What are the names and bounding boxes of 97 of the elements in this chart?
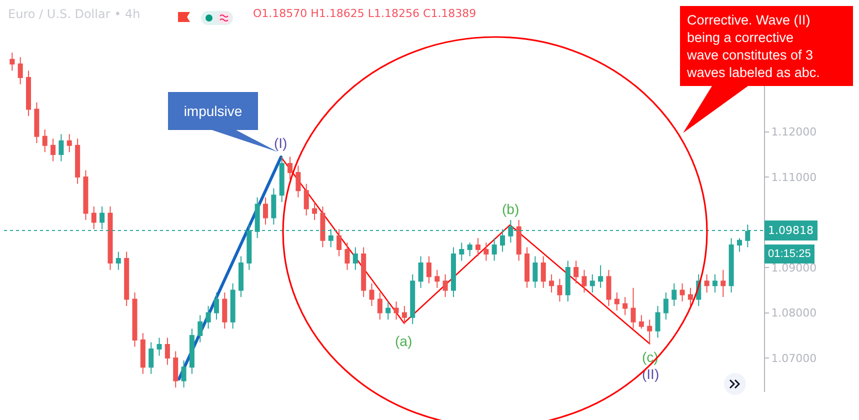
annotation: (II) — [642, 366, 660, 382]
candlestick — [680, 282, 685, 302]
candlestick — [565, 260, 570, 302]
candlestick — [352, 246, 358, 270]
candlestick — [124, 251, 130, 307]
candlestick — [630, 287, 636, 330]
candlestick — [450, 246, 456, 298]
candlestick — [66, 134, 72, 153]
annotation: Corrective. Wave (II) being a corrective wave constitutes of 3 waves labeled as abc. — [686, 12, 820, 80]
candlestick — [484, 242, 489, 262]
candlestick — [540, 256, 546, 288]
candlestick — [426, 256, 432, 284]
candlestick — [140, 332, 146, 374]
annotation: (b) — [502, 201, 520, 217]
candlestick — [492, 238, 497, 262]
candlestick — [222, 292, 228, 330]
y-tick-label: 1.11000 — [771, 170, 817, 184]
candlestick — [638, 314, 644, 330]
candlestick — [304, 183, 309, 216]
candlestick — [214, 292, 219, 320]
candlestick — [736, 238, 742, 252]
candlestick — [598, 264, 604, 288]
candlestick — [288, 156, 293, 180]
candlestick — [296, 165, 301, 198]
annotation: (I) — [274, 135, 288, 151]
candlestick — [91, 206, 96, 230]
candlestick — [418, 256, 424, 288]
candlestick — [442, 274, 448, 298]
candlestick — [377, 292, 382, 320]
annotation: impulsive — [184, 102, 242, 119]
candlestick — [475, 238, 480, 257]
candlestick — [58, 134, 64, 162]
candlestick — [42, 129, 48, 153]
y-tick-label: 1.09000 — [771, 261, 817, 274]
candlestick — [148, 342, 154, 374]
candlestick — [156, 337, 162, 356]
candlestick — [386, 301, 391, 320]
y-tick-label: 1.08000 — [771, 306, 817, 320]
candlestick — [34, 102, 40, 144]
candlestick — [83, 170, 88, 221]
candlestick — [50, 138, 56, 162]
candlestick — [606, 269, 612, 307]
candlestick — [728, 238, 734, 293]
candlestick — [361, 246, 366, 298]
candlestick — [402, 306, 407, 325]
candlestick — [75, 138, 80, 184]
candlestick — [672, 282, 677, 307]
candlestick — [369, 282, 374, 307]
candlestick — [524, 246, 530, 288]
candlestick — [173, 350, 178, 388]
candlestick — [434, 269, 440, 288]
candlestick — [108, 206, 113, 270]
candlestick — [271, 188, 276, 226]
candlestick — [181, 360, 186, 388]
candlestick — [467, 242, 472, 257]
candlestick — [116, 251, 121, 270]
candlestick — [336, 228, 342, 257]
candlestick — [198, 314, 203, 343]
candlestick — [655, 306, 660, 338]
candlestick — [132, 292, 138, 348]
candlestick — [206, 306, 211, 330]
candlestick — [590, 274, 595, 293]
candlestick — [647, 319, 652, 345]
candlestick — [557, 278, 562, 302]
candlestick — [164, 337, 170, 366]
candlestick — [712, 274, 718, 293]
candlestick — [688, 287, 693, 307]
candlestick — [574, 260, 579, 284]
candlestick — [549, 274, 554, 293]
candlestick — [459, 242, 464, 262]
candlestick — [532, 256, 538, 288]
chart-subtitle: O1.18570 H1.18625 L1.18256 C1.18389 — [253, 7, 476, 20]
text: 01:15:25 — [768, 248, 811, 260]
ref-line-label: 1.09818 — [768, 224, 814, 237]
candlestick — [312, 201, 318, 221]
y-tick-label: 1.12000 — [771, 126, 817, 139]
candlestick — [704, 274, 710, 293]
candlestick — [238, 256, 244, 298]
candlestick — [663, 292, 668, 320]
annotation: (a) — [395, 333, 412, 349]
candlestick — [230, 282, 236, 330]
candlestick — [614, 292, 620, 312]
candlestick — [582, 269, 587, 293]
candlestick — [394, 301, 399, 320]
candlestick — [516, 220, 522, 262]
candlestick — [410, 274, 416, 325]
candlestick — [344, 242, 350, 270]
candlestick — [263, 196, 268, 226]
candlestick — [720, 269, 726, 298]
candlestick — [189, 328, 194, 374]
y-tick-label: 1.07000 — [771, 352, 817, 365]
candlestick — [26, 70, 32, 116]
candlestick — [10, 52, 15, 72]
candlestick — [279, 156, 284, 202]
candlestick — [320, 206, 326, 248]
candlestick — [18, 56, 23, 85]
candlestick — [622, 296, 628, 316]
